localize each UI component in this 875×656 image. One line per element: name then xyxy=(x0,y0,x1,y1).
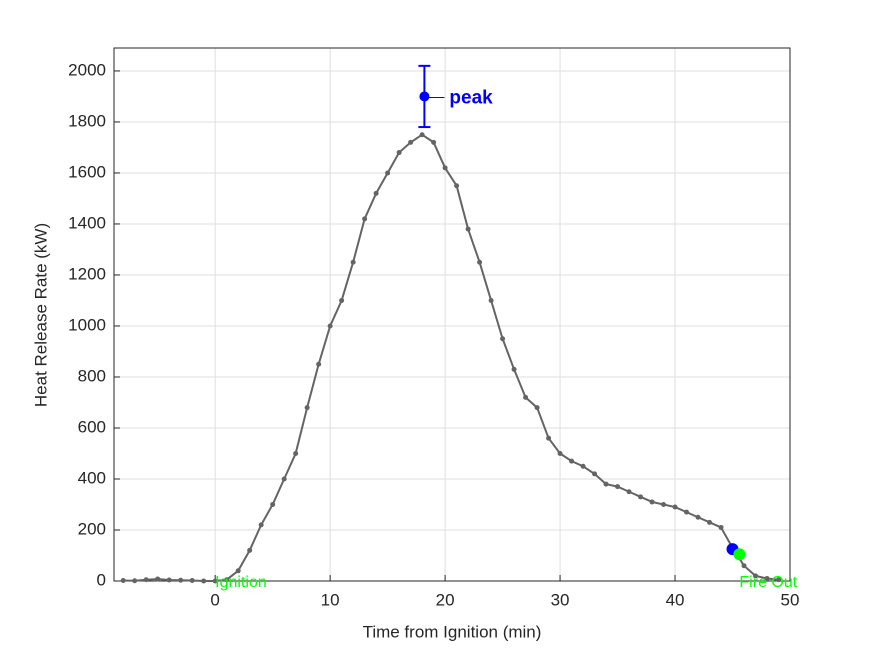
data-point xyxy=(143,577,149,583)
data-point xyxy=(339,297,345,303)
x-axis-label: Time from Ignition (min) xyxy=(363,622,542,641)
data-point xyxy=(776,577,782,583)
data-point xyxy=(741,563,747,569)
y-tick-label: 800 xyxy=(78,366,106,385)
data-point xyxy=(132,578,138,584)
x-tick-label: 50 xyxy=(781,590,800,609)
data-point xyxy=(235,568,241,574)
data-point xyxy=(442,165,448,171)
data-point xyxy=(431,139,437,145)
event-label: Fire Out xyxy=(739,574,797,591)
data-point xyxy=(477,259,483,265)
data-point xyxy=(155,576,161,582)
data-point xyxy=(327,323,333,329)
y-tick-label: 1600 xyxy=(68,162,106,181)
data-point xyxy=(247,547,253,553)
data-point xyxy=(178,577,184,583)
y-tick-label: 200 xyxy=(78,519,106,538)
data-point xyxy=(569,458,575,464)
data-point xyxy=(580,463,586,469)
y-tick-label: 1000 xyxy=(68,315,106,334)
data-point xyxy=(500,336,506,342)
data-point xyxy=(304,405,310,411)
data-point xyxy=(362,216,368,222)
event-marker xyxy=(733,548,746,561)
data-point xyxy=(166,577,172,583)
event-label: Ignition xyxy=(215,574,267,591)
y-tick-label: 1800 xyxy=(68,111,106,130)
y-tick-label: 1400 xyxy=(68,213,106,232)
data-point xyxy=(212,578,218,584)
data-point xyxy=(316,361,322,367)
data-point xyxy=(511,366,517,372)
data-point xyxy=(718,524,724,530)
data-point xyxy=(224,577,230,583)
y-tick-label: 1200 xyxy=(68,264,106,283)
y-tick-label: 600 xyxy=(78,417,106,436)
data-point xyxy=(385,170,391,176)
data-point xyxy=(546,435,552,441)
data-point xyxy=(615,484,621,490)
x-tick-label: 20 xyxy=(436,590,455,609)
data-point xyxy=(649,499,655,505)
data-point xyxy=(753,573,759,579)
data-point xyxy=(258,522,264,528)
y-tick-label: 0 xyxy=(97,570,106,589)
data-point xyxy=(707,519,713,525)
y-axis-label: Heat Release Rate (kW) xyxy=(31,223,50,407)
data-point xyxy=(661,501,667,507)
data-point xyxy=(672,504,678,510)
data-point xyxy=(201,578,207,584)
data-point xyxy=(189,577,195,583)
data-point xyxy=(764,575,770,581)
data-point xyxy=(684,509,690,515)
data-point xyxy=(373,190,379,196)
peak-marker xyxy=(419,91,430,102)
data-point xyxy=(293,450,299,456)
data-point xyxy=(603,481,609,487)
data-point xyxy=(419,132,425,138)
data-point xyxy=(454,183,460,189)
x-tick-label: 0 xyxy=(210,590,219,609)
data-point xyxy=(350,259,356,265)
data-line xyxy=(123,133,779,582)
data-point xyxy=(592,471,598,477)
data-point xyxy=(488,297,494,303)
data-point xyxy=(523,394,529,400)
y-tick-label: 400 xyxy=(78,468,106,487)
data-point xyxy=(534,405,540,411)
data-point xyxy=(465,226,471,232)
y-tick-label: 2000 xyxy=(68,60,106,79)
data-point xyxy=(695,514,701,520)
data-point xyxy=(270,501,276,507)
data-point xyxy=(626,489,632,495)
data-point xyxy=(557,450,563,456)
plot-frame xyxy=(113,47,791,582)
data-point xyxy=(638,494,644,500)
data-point xyxy=(408,139,414,145)
data-point xyxy=(396,150,402,156)
x-tick-label: 30 xyxy=(551,590,570,609)
x-tick-label: 10 xyxy=(321,590,340,609)
data-point xyxy=(120,577,126,583)
data-point xyxy=(281,476,287,482)
peak-label: peak xyxy=(449,87,493,108)
x-tick-label: 40 xyxy=(666,590,685,609)
